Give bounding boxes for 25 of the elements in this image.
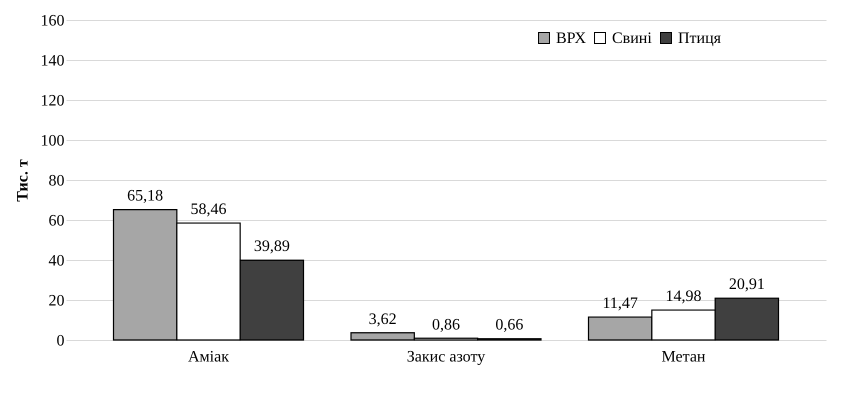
data-label: 20,91 (728, 276, 765, 294)
legend-label: Свині (612, 30, 652, 47)
y-axis-title: Тис. т (14, 159, 32, 202)
data-label: 65,18 (127, 188, 164, 205)
data-label: 39,89 (254, 238, 290, 256)
y-tick-label: 120 (40, 92, 64, 110)
y-tick-label: 140 (40, 52, 64, 70)
data-label: 3,62 (368, 310, 397, 328)
data-label: 0,86 (432, 316, 460, 334)
x-tick-label: Метан (662, 348, 706, 366)
x-tick-label: Закис азоту (406, 348, 486, 366)
y-tick-label: 40 (48, 252, 64, 270)
y-tick-label: 20 (48, 292, 64, 310)
data-label: 14,98 (666, 288, 702, 306)
data-label: 11,47 (602, 295, 638, 312)
x-tick-label: Аміак (188, 348, 230, 366)
y-tick-label: 100 (40, 132, 64, 150)
legend-label: ВРХ (556, 30, 586, 47)
y-tick-label: 80 (48, 172, 64, 190)
data-label: 58,46 (190, 201, 226, 218)
data-label: 0,66 (495, 316, 524, 334)
y-tick-label: 160 (40, 12, 64, 30)
y-tick-label: 60 (48, 212, 64, 230)
legend-label: Птиця (678, 30, 722, 47)
y-tick-label: 0 (56, 332, 64, 350)
